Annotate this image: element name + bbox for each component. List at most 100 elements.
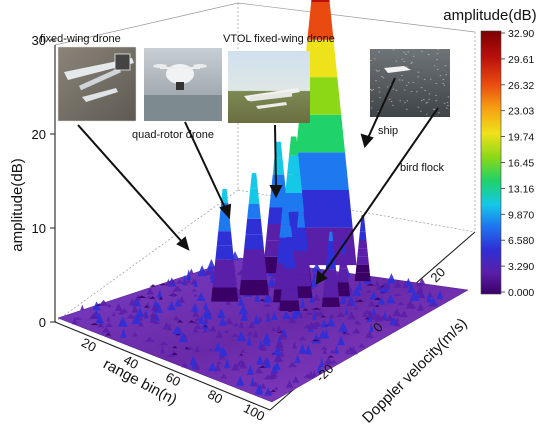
noise-bump: [386, 313, 394, 322]
noise-bump: [285, 380, 294, 388]
noise-bump: [302, 308, 309, 311]
noise-bump: [329, 313, 335, 318]
noise-bump: [149, 296, 156, 299]
noise-bump: [369, 322, 374, 333]
noise-bump: [374, 279, 380, 287]
noise-bump: [172, 315, 180, 321]
noise-bump: [156, 289, 163, 299]
noise-bump: [313, 311, 320, 317]
noise-bump: [104, 322, 113, 327]
noise-bump: [236, 375, 245, 386]
colorbar-tick-label: 26.32: [508, 80, 534, 92]
noise-bump: [88, 313, 99, 319]
noise-bump: [365, 330, 374, 339]
z-tick-label: 30: [32, 33, 46, 48]
noise-bump: [361, 310, 368, 318]
noise-bump: [238, 303, 249, 315]
noise-bump: [291, 375, 300, 383]
noise-bump: [309, 276, 318, 287]
noise-bump: [311, 339, 320, 342]
noise-bump: [198, 314, 205, 325]
noise-bump: [436, 290, 444, 300]
vtol-drone-label: VTOL fixed-wing drone: [223, 33, 335, 45]
noise-bump: [194, 323, 202, 330]
noise-bump: [137, 295, 147, 298]
colorbar-tick-label: 23.03: [508, 106, 534, 118]
colorbar-tick-label: 9.870: [508, 209, 534, 221]
noise-bump: [262, 332, 272, 343]
noise-bump: [236, 359, 246, 367]
noise-bump: [71, 316, 78, 325]
noise-bump: [428, 296, 438, 307]
noise-bump: [111, 312, 117, 317]
colorbar-tick-label: 16.45: [508, 158, 534, 170]
noise-bump: [407, 282, 416, 294]
noise-bump: [203, 301, 209, 310]
noise-bump: [203, 309, 213, 320]
noise-bump: [207, 362, 218, 371]
colorbar-tick-label: 19.74: [508, 132, 534, 144]
noise-bump: [319, 356, 324, 368]
noise-bump: [265, 312, 270, 317]
noise-bump: [426, 291, 432, 303]
noise-bump: [293, 307, 303, 317]
bird-flock-label: bird flock: [400, 162, 445, 174]
noise-bump: [333, 345, 340, 354]
noise-bump: [339, 294, 347, 304]
noise-bump: [343, 331, 351, 336]
noise-bump: [150, 304, 160, 312]
noise-bump: [371, 305, 376, 315]
noise-bump: [320, 345, 328, 350]
noise-bump: [387, 273, 396, 284]
noise-bump: [238, 321, 245, 329]
noise-bump: [220, 373, 228, 379]
noise-bump: [262, 303, 273, 307]
noise-bump: [346, 298, 352, 307]
noise-bump: [260, 383, 267, 389]
noise-bump: [89, 323, 99, 326]
noise-bump: [255, 355, 265, 365]
noise-bump: [174, 298, 182, 307]
noise-bump: [120, 308, 129, 314]
noise-bump: [303, 323, 312, 329]
noise-bump: [355, 299, 365, 302]
noise-bump: [300, 297, 306, 308]
noise-bump: [320, 315, 327, 318]
noise-bump: [252, 381, 260, 387]
noise-bump: [277, 331, 288, 340]
noise-bump: [326, 317, 336, 327]
noise-bump: [201, 319, 209, 330]
noise-bump: [210, 324, 216, 332]
noise-bump: [192, 326, 199, 333]
noise-bump: [324, 328, 330, 339]
noise-bump: [196, 292, 206, 302]
range-tick-label: 100: [241, 400, 267, 423]
noise-bump: [352, 329, 360, 334]
peak-extra: [279, 226, 300, 312]
noise-bump: [257, 383, 263, 394]
noise-bump: [337, 335, 346, 346]
surface-peaks: [211, 0, 371, 312]
noise-bump: [275, 325, 282, 332]
noise-bump: [73, 316, 82, 320]
noise-bump: [232, 322, 240, 327]
noise-bump: [314, 321, 322, 326]
noise-bump: [160, 345, 165, 354]
noise-bump: [191, 288, 197, 292]
noise-bump: [186, 277, 191, 284]
noise-bump: [223, 358, 231, 369]
noise-bump: [258, 315, 263, 323]
noise-bump: [172, 285, 183, 292]
noise-bump: [381, 282, 390, 289]
arrow-ship: [367, 77, 396, 139]
colorbar-tick-label: 13.16: [508, 183, 534, 195]
noise-bump: [273, 361, 281, 370]
noise-bump: [298, 336, 307, 341]
noise-bump: [240, 311, 249, 321]
range-tick-label: 60: [163, 369, 183, 389]
noise-bump: [120, 328, 127, 338]
noise-bump: [171, 352, 178, 355]
noise-bump: [393, 320, 401, 327]
noise-bump: [192, 309, 200, 317]
noise-bump: [231, 362, 241, 371]
